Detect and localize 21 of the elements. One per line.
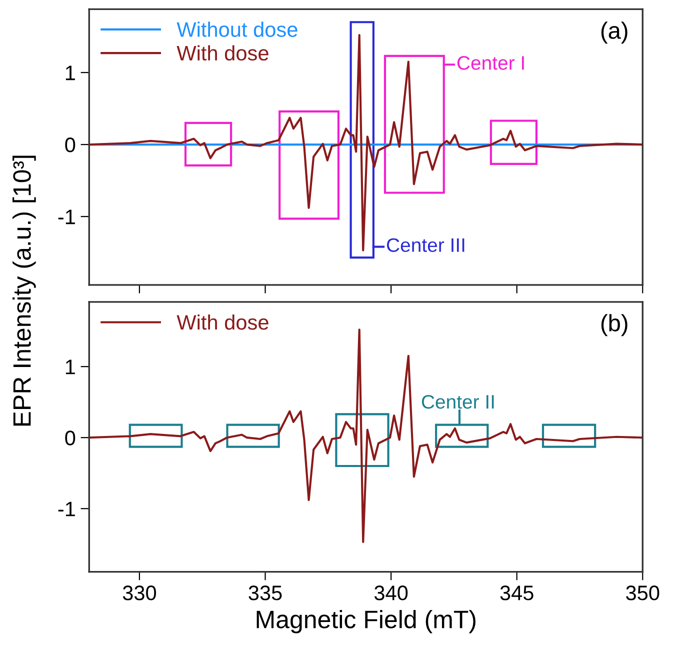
x-axis-title: Magnetic Field (mT) xyxy=(256,610,476,634)
y-axis-title: EPR Intensity (a.u.) [10³] xyxy=(12,156,36,426)
legend-label: With dose xyxy=(176,314,268,330)
x-tick-label: 340 xyxy=(374,586,408,600)
x-tick-label: 345 xyxy=(500,586,534,600)
y-tick-label: 0 xyxy=(65,430,76,446)
annotation: Center II xyxy=(422,394,494,409)
y-tick-label: -1 xyxy=(58,210,75,224)
annotation: Center I xyxy=(457,56,524,70)
x-tick-label: 335 xyxy=(248,586,282,600)
legend-label: Without dose xyxy=(176,22,298,37)
y-tick-label: 1 xyxy=(66,360,75,374)
annotation: (b) xyxy=(601,314,628,336)
x-tick-label: 330 xyxy=(122,586,156,600)
x-tick-label: 350 xyxy=(626,586,660,600)
annotation: Center III xyxy=(387,238,464,252)
y-tick-label: -1 xyxy=(58,502,75,516)
annotation: (a) xyxy=(601,22,628,44)
y-tick-label: 1 xyxy=(66,66,75,80)
y-tick-label: 0 xyxy=(65,138,76,152)
legend-label: With dose xyxy=(176,45,268,61)
